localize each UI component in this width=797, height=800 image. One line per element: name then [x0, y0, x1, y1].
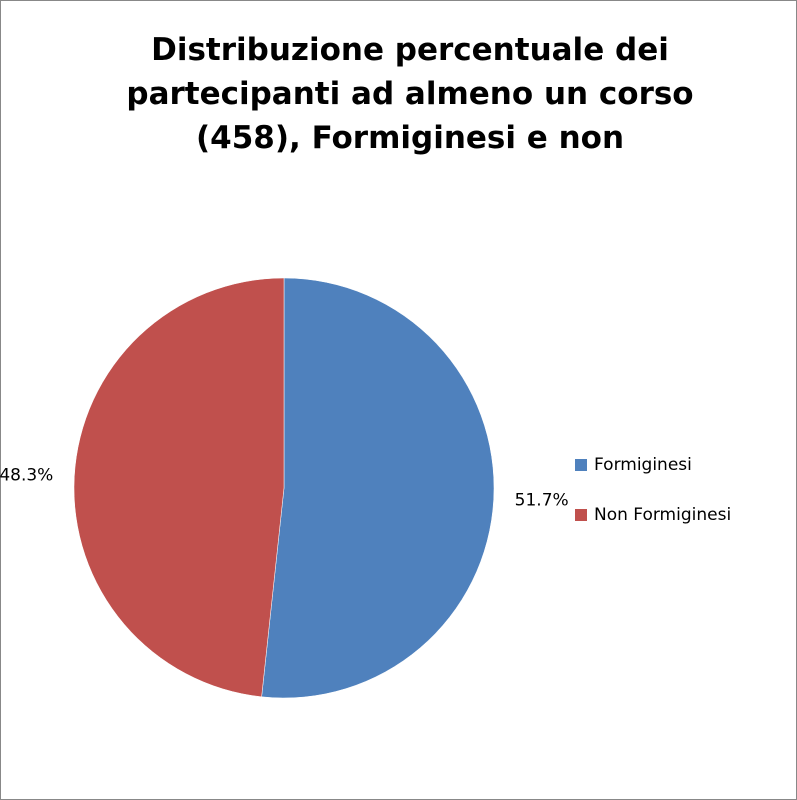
legend-swatch: [575, 459, 587, 471]
chart-title: Distribuzione percentuale dei partecipan…: [126, 32, 694, 156]
legend-label: Formiginesi: [594, 455, 692, 475]
data-label: 48.3%: [0, 466, 53, 486]
pie-slice: [73, 277, 285, 698]
data-label: 51.7%: [515, 490, 569, 510]
legend-label: Non Formiginesi: [594, 505, 731, 525]
legend-swatch: [575, 509, 587, 521]
pie-slice: [261, 277, 495, 699]
